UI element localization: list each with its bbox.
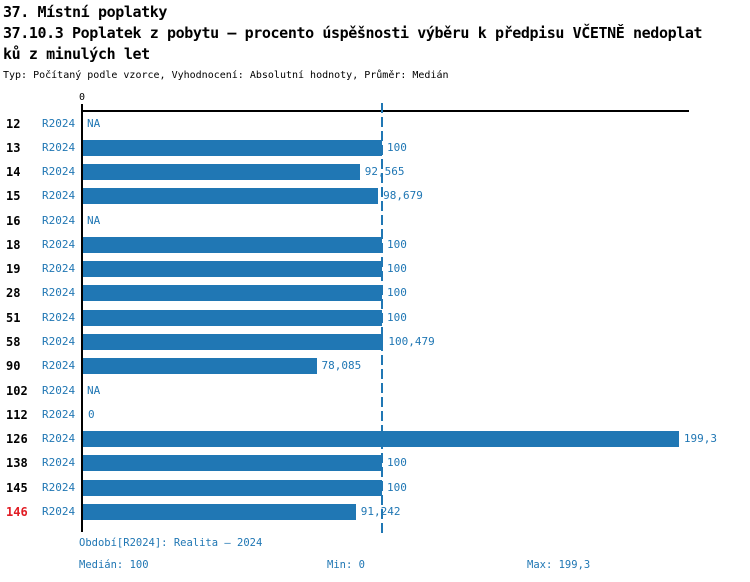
chart-row: 58 R2024 100,479 [0,330,750,354]
value-bar [83,285,382,302]
value-label: 91,242 [360,504,401,518]
value-label: 98,679 [383,189,423,203]
chart-row: 145 R2024 100 [0,476,750,500]
value-label: 100 [387,310,407,324]
row-series-label: R2024 [42,383,76,397]
median-line [381,103,383,537]
value-label: 199,3 [683,432,718,446]
row-series-label: R2024 [42,335,76,349]
chart-row: 12 R2024 NA [0,112,750,136]
row-series-label: R2024 [42,140,76,154]
value-label: 0 [88,407,95,421]
row-series-label: R2024 [42,165,76,179]
chart-row: 13 R2024 100 [0,136,750,160]
value-bar [83,455,382,472]
chart-row: 146 R2024 91,242 [0,500,750,524]
row-series-label: R2024 [42,189,76,203]
value-label: 100 [387,237,407,251]
page-title: 37. Místní poplatky [3,3,167,21]
row-id-label: 18 [6,237,21,252]
chart-row: 14 R2024 92,565 [0,160,750,184]
row-id-label: 14 [6,165,21,180]
value-label: 100 [387,456,407,470]
row-id-label: 15 [6,189,21,204]
row-series-label: R2024 [42,407,76,421]
row-id-label: 13 [6,140,21,155]
row-id-label: 146 [6,504,28,519]
chart-row: 16 R2024 NA [0,209,750,233]
value-bar [83,309,382,326]
value-bar [83,358,317,375]
chart-row: 19 R2024 100 [0,257,750,281]
value-label: NA [87,213,101,227]
row-id-label: 28 [6,286,21,301]
zero-axis-line [81,104,83,532]
x-axis-zero-tick-label: 0 [78,92,86,103]
row-id-label: 90 [6,359,21,374]
value-label: NA [87,383,101,397]
chart-row: 15 R2024 98,679 [0,184,750,208]
chart-row: 102 R2024 NA [0,379,750,403]
row-id-label: 16 [6,213,21,228]
chart-row: 126 R2024 199,3 [0,427,750,451]
row-id-label: 19 [6,262,21,277]
value-bar [83,236,382,253]
row-id-label: 126 [6,432,28,447]
value-bar [83,164,360,181]
value-label: 92,565 [364,165,405,179]
chart-row: 90 R2024 78,085 [0,354,750,378]
chart-row: 51 R2024 100 [0,306,750,330]
chart-row: 28 R2024 100 [0,281,750,305]
footer-median-stat: Medián: 100 [79,559,149,571]
chart-title-line2: ků z minulých let [3,45,150,63]
value-bar [83,479,382,496]
row-series-label: R2024 [42,310,76,324]
value-bar [83,431,679,448]
row-id-label: 58 [6,335,21,350]
chart-row: 138 R2024 100 [0,451,750,475]
value-bar [83,334,384,351]
value-label: 78,085 [321,359,362,373]
footer-period-label: Období[R2024]: Realita – 2024 [79,537,263,549]
row-id-label: 102 [6,383,28,398]
row-id-label: 51 [6,310,21,325]
value-label: 100 [387,286,407,300]
chart-meta-line: Typ: Počítaný podle vzorce, Vyhodnocení:… [3,70,449,81]
row-id-label: 112 [6,407,28,422]
value-label: 100 [387,262,407,276]
row-series-label: R2024 [42,359,76,373]
row-id-label: 145 [6,480,28,495]
footer-min-stat: Min: 0 [327,559,365,571]
x-axis-line [81,110,689,112]
value-label: 100 [387,140,407,154]
row-series-label: R2024 [42,286,76,300]
value-label: NA [87,116,101,130]
row-series-label: R2024 [42,213,76,227]
chart-row: 112 R2024 0 [0,403,750,427]
row-series-label: R2024 [42,480,76,494]
value-bar [83,139,382,156]
footer-max-stat: Max: 199,3 [527,559,591,571]
value-bar [83,503,356,520]
row-series-label: R2024 [42,456,76,470]
value-bar [83,261,382,278]
row-series-label: R2024 [42,262,76,276]
report-header: 37. Místní poplatky 37.10.3 Poplatek z p… [3,2,702,83]
row-series-label: R2024 [42,237,76,251]
chart-title-line1: 37.10.3 Poplatek z pobytu – procento úsp… [3,24,703,42]
value-label: 100 [387,480,407,494]
row-series-label: R2024 [42,116,76,130]
chart-row: 18 R2024 100 [0,233,750,257]
row-series-label: R2024 [42,432,76,446]
row-id-label: 138 [6,456,28,471]
value-label: 100,479 [388,335,435,349]
row-id-label: 12 [6,116,21,131]
value-bar [83,188,379,205]
row-series-label: R2024 [42,504,76,518]
